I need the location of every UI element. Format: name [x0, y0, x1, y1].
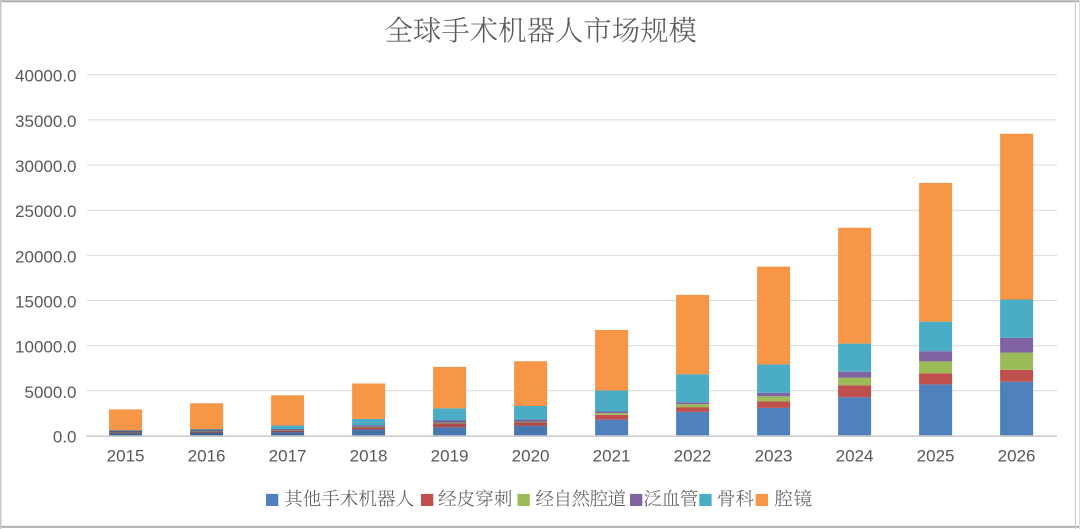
svg-text:2015: 2015	[107, 447, 145, 466]
svg-text:2025: 2025	[917, 447, 955, 466]
svg-text:40000.0: 40000.0	[15, 67, 76, 86]
svg-text:2026: 2026	[998, 447, 1036, 466]
svg-text:35000.0: 35000.0	[15, 112, 76, 131]
svg-text:5000.0: 5000.0	[25, 383, 77, 402]
svg-text:2023: 2023	[755, 447, 793, 466]
svg-text:2021: 2021	[593, 447, 631, 466]
svg-text:15000.0: 15000.0	[15, 293, 76, 312]
svg-text:2024: 2024	[836, 447, 874, 466]
svg-text:20000.0: 20000.0	[15, 247, 76, 266]
svg-text:2018: 2018	[350, 447, 388, 466]
svg-text:0.0: 0.0	[53, 428, 77, 447]
svg-text:2022: 2022	[674, 447, 712, 466]
svg-text:10000.0: 10000.0	[15, 338, 76, 357]
svg-text:2019: 2019	[431, 447, 469, 466]
svg-text:30000.0: 30000.0	[15, 157, 76, 176]
svg-text:2017: 2017	[269, 447, 307, 466]
svg-text:25000.0: 25000.0	[15, 202, 76, 221]
svg-text:2020: 2020	[512, 447, 550, 466]
svg-text:2016: 2016	[188, 447, 226, 466]
